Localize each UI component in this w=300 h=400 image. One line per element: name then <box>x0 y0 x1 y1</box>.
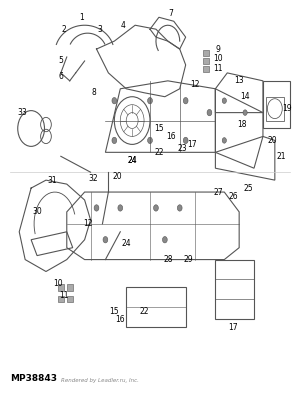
Text: 11: 11 <box>214 64 223 74</box>
Bar <box>266 97 284 120</box>
Text: 30: 30 <box>32 208 42 216</box>
Text: 22: 22 <box>139 307 149 316</box>
Circle shape <box>177 205 182 211</box>
Bar <box>203 58 209 64</box>
Text: 14: 14 <box>240 92 250 101</box>
Text: 32: 32 <box>89 174 98 183</box>
Text: 24: 24 <box>128 156 137 165</box>
Bar <box>67 284 73 290</box>
Circle shape <box>94 205 99 211</box>
Text: 12: 12 <box>83 219 92 228</box>
Text: 20: 20 <box>112 172 122 181</box>
Circle shape <box>154 205 158 211</box>
Circle shape <box>222 98 227 104</box>
Circle shape <box>222 138 227 143</box>
Text: 8: 8 <box>91 88 96 97</box>
Text: 17: 17 <box>228 323 238 332</box>
Bar <box>67 296 73 302</box>
Text: 15: 15 <box>110 307 119 316</box>
Text: 20: 20 <box>267 136 277 145</box>
Text: 17: 17 <box>187 140 196 149</box>
Text: 6: 6 <box>58 72 63 81</box>
Bar <box>263 81 290 128</box>
Bar <box>58 296 64 302</box>
Text: 1: 1 <box>79 13 84 22</box>
Text: 16: 16 <box>166 132 175 141</box>
Circle shape <box>183 137 188 144</box>
Text: 24: 24 <box>128 156 137 165</box>
Text: 25: 25 <box>243 184 253 192</box>
Text: 19: 19 <box>282 104 292 113</box>
Text: 28: 28 <box>163 255 172 264</box>
Text: 4: 4 <box>121 21 126 30</box>
Text: 10: 10 <box>214 54 223 64</box>
Text: 12: 12 <box>190 80 199 89</box>
Circle shape <box>148 98 152 104</box>
Text: 2: 2 <box>61 25 66 34</box>
Text: 9: 9 <box>216 44 221 54</box>
Bar <box>58 284 64 290</box>
Text: 31: 31 <box>47 176 57 185</box>
Text: 26: 26 <box>228 192 238 200</box>
Circle shape <box>118 205 123 211</box>
Circle shape <box>243 110 247 115</box>
Text: 29: 29 <box>184 255 194 264</box>
Text: 21: 21 <box>276 152 286 161</box>
Text: 7: 7 <box>168 9 173 18</box>
Text: 10: 10 <box>53 279 63 288</box>
Text: 3: 3 <box>97 25 102 34</box>
Text: 15: 15 <box>154 124 164 133</box>
Text: MP38843: MP38843 <box>10 374 57 383</box>
Text: 22: 22 <box>154 148 164 157</box>
Circle shape <box>207 110 212 116</box>
Text: 27: 27 <box>214 188 223 196</box>
Circle shape <box>112 98 117 104</box>
Text: 23: 23 <box>178 144 188 153</box>
Circle shape <box>103 236 108 243</box>
Text: 5: 5 <box>58 56 63 66</box>
Circle shape <box>163 236 167 243</box>
Text: 18: 18 <box>237 120 247 129</box>
Bar <box>203 66 209 72</box>
Circle shape <box>148 137 152 144</box>
Text: 16: 16 <box>116 315 125 324</box>
Text: 24: 24 <box>122 239 131 248</box>
Circle shape <box>183 98 188 104</box>
Text: 33: 33 <box>17 108 27 117</box>
Text: 13: 13 <box>234 76 244 85</box>
Bar <box>203 50 209 56</box>
Text: Rendered by Leadler.ru, Inc.: Rendered by Leadler.ru, Inc. <box>61 378 139 383</box>
Circle shape <box>112 137 117 144</box>
Text: 11: 11 <box>59 291 69 300</box>
